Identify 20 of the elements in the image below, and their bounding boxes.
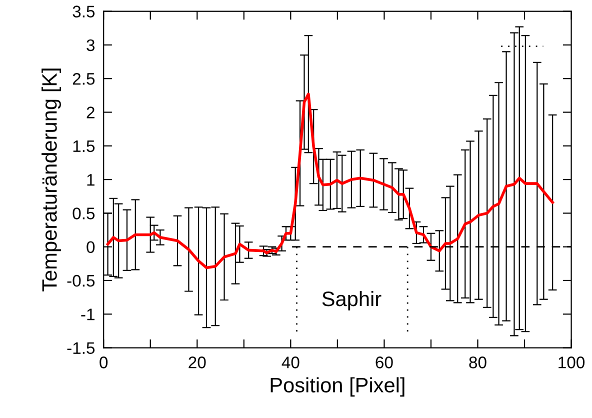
annotation: Saphir: [322, 290, 382, 310]
x-tick-label: 80: [469, 356, 486, 368]
x-tick-label: 40: [282, 356, 300, 368]
y-tick-label: 3: [86, 39, 95, 52]
y-tick-label: 3.5: [72, 6, 95, 18]
y-tick-label: 2.5: [72, 72, 95, 85]
y-tick-label: 1: [87, 174, 94, 186]
y-tick-label: -1: [81, 308, 94, 320]
x-tick-label: 100: [558, 356, 585, 368]
y-tick-label: 1.5: [73, 140, 95, 152]
x-tick-label: 20: [188, 356, 206, 368]
x-tick-label: 0: [100, 356, 108, 368]
y-tick-label: 0.5: [72, 208, 95, 220]
y-tick-label: 2: [86, 106, 94, 118]
y-axis-title: Temperaturänderung [K]: [42, 68, 61, 292]
y-tick-label: -1.5: [67, 342, 95, 354]
x-tick-label: 60: [376, 356, 393, 368]
x-axis-title: Position [Pixel]: [270, 377, 404, 397]
y-tick-label: -0.5: [67, 274, 95, 287]
y-tick-label: 0: [86, 241, 95, 254]
